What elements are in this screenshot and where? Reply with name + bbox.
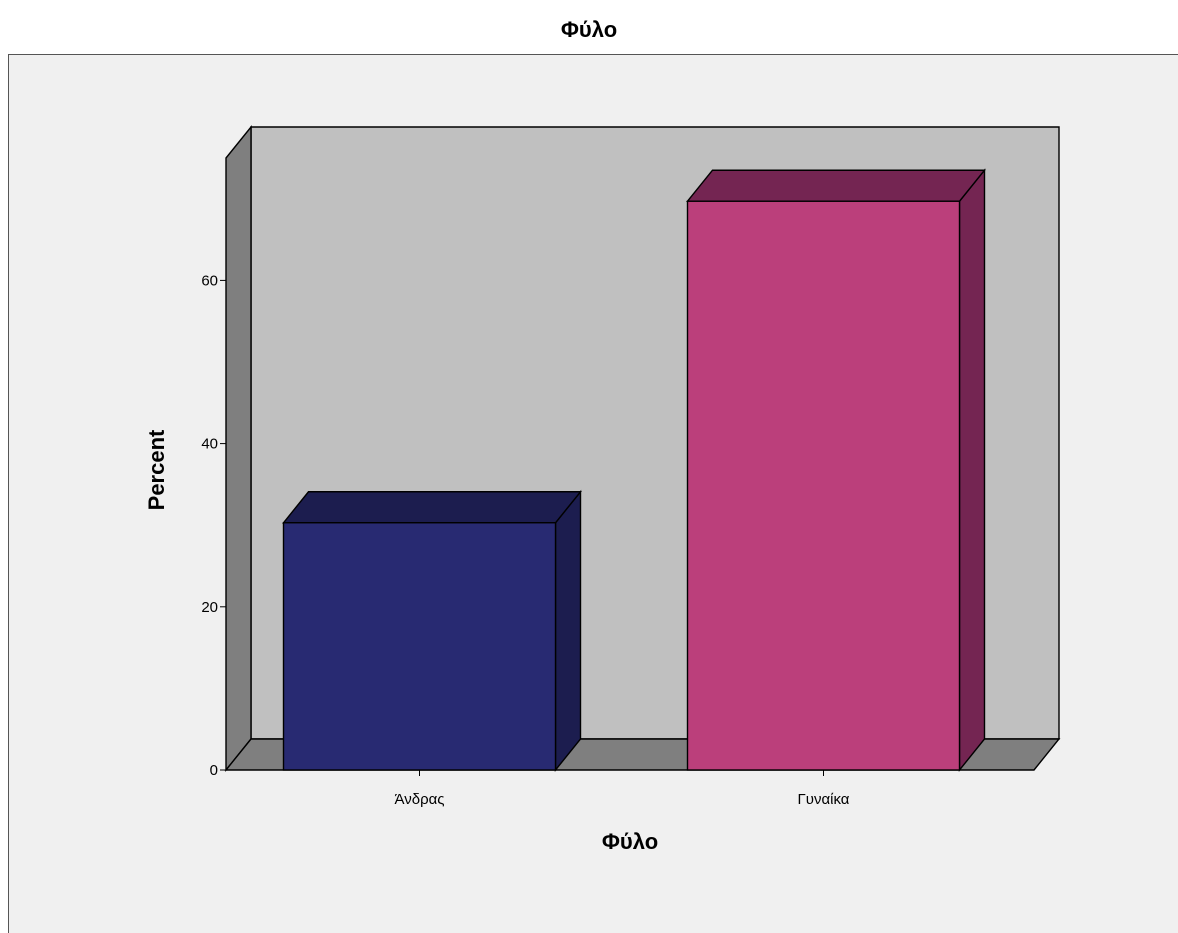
- bar-1-front: [282, 522, 557, 771]
- y-tick-label: 0: [210, 762, 218, 779]
- y-axis: 0 20 40 60: [201, 272, 226, 779]
- chart-title: Φύλο: [560, 17, 618, 42]
- x-axis: Άνδρας Γυναίκα: [394, 770, 850, 808]
- bar-2-side: [958, 168, 986, 772]
- x-tick-label: Άνδρας: [394, 791, 444, 808]
- y-tick-label: 20: [201, 599, 218, 616]
- bar-1-side: [554, 489, 582, 772]
- bar-2-front: [686, 200, 961, 771]
- bar-1-top: [282, 491, 582, 524]
- bars-group: [282, 168, 986, 772]
- bar-2-top: [686, 169, 986, 202]
- bar-2: [686, 168, 986, 772]
- y-axis-title: Percent: [144, 429, 169, 510]
- x-axis-title: Φύλο: [602, 829, 658, 854]
- y-tick-label: 40: [201, 436, 218, 453]
- side-wall: [225, 125, 252, 772]
- bar-1: [282, 489, 582, 772]
- x-tick-label: Γυναίκα: [798, 791, 850, 808]
- y-tick-label: 60: [201, 272, 218, 289]
